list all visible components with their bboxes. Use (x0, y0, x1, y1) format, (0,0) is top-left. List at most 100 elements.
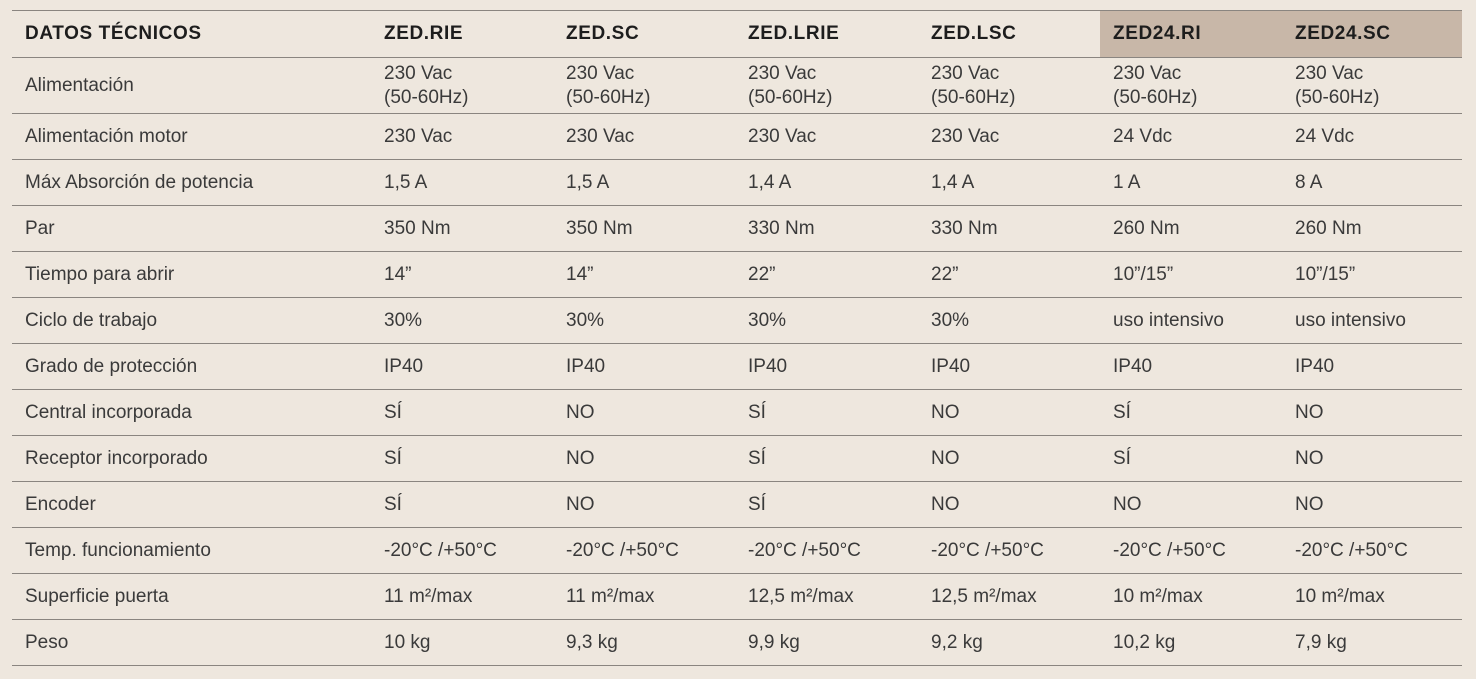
row-label: Ciclo de trabajo (12, 297, 371, 344)
row-label: Tiempo para abrir (12, 251, 371, 298)
row-label: Grado de protección (12, 343, 371, 390)
table-cell: IP40 (1282, 343, 1462, 390)
header-zed24-ri: ZED24.RI (1100, 10, 1282, 58)
cell-line: (50-60Hz) (384, 86, 469, 108)
table-cell: SÍ (1100, 389, 1282, 436)
table-cell: NO (553, 481, 735, 528)
table-cell: SÍ (371, 389, 553, 436)
table-cell: 1,4 A (918, 159, 1100, 206)
table-cell: NO (1100, 481, 1282, 528)
cell-line: 230 Vac (931, 62, 1000, 84)
table-row: Peso 10 kg 9,3 kg 9,9 kg 9,2 kg 10,2 kg … (12, 619, 1462, 666)
header-zed24-sc: ZED24.SC (1282, 10, 1462, 58)
row-label: Superficie puerta (12, 573, 371, 620)
table-cell: 10”/15” (1100, 251, 1282, 298)
table-cell: 230 Vac (50-60Hz) (553, 57, 735, 114)
table-cell: -20°C /+50°C (1100, 527, 1282, 574)
table-cell: 260 Nm (1100, 205, 1282, 252)
table-cell: NO (918, 389, 1100, 436)
table-cell: 10 kg (371, 619, 553, 666)
cell-line: 230 Vac (748, 62, 817, 84)
table-cell: -20°C /+50°C (735, 527, 918, 574)
table-row: Máx Absorción de potencia 1,5 A 1,5 A 1,… (12, 159, 1462, 206)
specs-table: DATOS TÉCNICOS ZED.RIE ZED.SC ZED.LRIE Z… (12, 10, 1462, 666)
cell-line: 230 Vac (1113, 62, 1182, 84)
table-cell: 1 A (1100, 159, 1282, 206)
table-cell: 1,5 A (553, 159, 735, 206)
table-cell: -20°C /+50°C (553, 527, 735, 574)
table-cell: 14” (371, 251, 553, 298)
cell-line: 230 Vac (384, 62, 453, 84)
table-cell: 11 m²/max (553, 573, 735, 620)
table-cell: IP40 (371, 343, 553, 390)
table-cell: 30% (553, 297, 735, 344)
table-cell: 10”/15” (1282, 251, 1462, 298)
table-cell: uso intensivo (1100, 297, 1282, 344)
table-cell: NO (553, 389, 735, 436)
table-cell: IP40 (918, 343, 1100, 390)
table-cell: 350 Nm (553, 205, 735, 252)
table-cell: 10 m²/max (1282, 573, 1462, 620)
table-cell: 22” (918, 251, 1100, 298)
table-cell: SÍ (735, 389, 918, 436)
table-cell: 30% (735, 297, 918, 344)
table-row: Superficie puerta 11 m²/max 11 m²/max 12… (12, 573, 1462, 620)
header-zed-lsc: ZED.LSC (918, 10, 1100, 58)
table-cell: NO (1282, 481, 1462, 528)
table-cell: 30% (371, 297, 553, 344)
row-label: Alimentación motor (12, 113, 371, 160)
header-zed-sc: ZED.SC (553, 10, 735, 58)
table-cell: NO (1282, 389, 1462, 436)
row-label: Par (12, 205, 371, 252)
table-cell: 230 Vac (50-60Hz) (918, 57, 1100, 114)
table-cell: SÍ (371, 435, 553, 482)
table-cell: SÍ (735, 481, 918, 528)
table-cell: uso intensivo (1282, 297, 1462, 344)
table-cell: 230 Vac (735, 113, 918, 160)
table-cell: SÍ (1100, 435, 1282, 482)
table-cell: SÍ (735, 435, 918, 482)
header-datos-tecnicos: DATOS TÉCNICOS (12, 10, 371, 58)
table-cell: 7,9 kg (1282, 619, 1462, 666)
table-cell: 11 m²/max (371, 573, 553, 620)
row-label: Receptor incorporado (12, 435, 371, 482)
table-cell: 9,2 kg (918, 619, 1100, 666)
table-row: Par 350 Nm 350 Nm 330 Nm 330 Nm 260 Nm 2… (12, 205, 1462, 252)
table-cell: NO (918, 481, 1100, 528)
row-label: Encoder (12, 481, 371, 528)
table-cell: 10,2 kg (1100, 619, 1282, 666)
table-cell: 330 Nm (918, 205, 1100, 252)
row-label: Alimentación (12, 57, 371, 114)
cell-line: 230 Vac (566, 62, 635, 84)
table-cell: 230 Vac (50-60Hz) (1282, 57, 1462, 114)
table-cell: 1,4 A (735, 159, 918, 206)
table-cell: 230 Vac (50-60Hz) (735, 57, 918, 114)
table-cell: 230 Vac (371, 113, 553, 160)
cell-line: (50-60Hz) (748, 86, 833, 108)
table-cell: IP40 (1100, 343, 1282, 390)
technical-data-sheet: DATOS TÉCNICOS ZED.RIE ZED.SC ZED.LRIE Z… (12, 10, 1462, 666)
table-cell: 30% (918, 297, 1100, 344)
cell-line: (50-60Hz) (931, 86, 1016, 108)
table-cell: 230 Vac (50-60Hz) (1100, 57, 1282, 114)
header-row: DATOS TÉCNICOS ZED.RIE ZED.SC ZED.LRIE Z… (12, 10, 1462, 58)
table-cell: 8 A (1282, 159, 1462, 206)
table-cell: IP40 (735, 343, 918, 390)
header-zed-rie: ZED.RIE (371, 10, 553, 58)
table-cell: -20°C /+50°C (371, 527, 553, 574)
table-cell: -20°C /+50°C (918, 527, 1100, 574)
row-label: Temp. funcionamiento (12, 527, 371, 574)
table-row: Central incorporada SÍ NO SÍ NO SÍ NO (12, 389, 1462, 436)
table-cell: -20°C /+50°C (1282, 527, 1462, 574)
table-cell: 1,5 A (371, 159, 553, 206)
table-cell: 12,5 m²/max (735, 573, 918, 620)
header-zed-lrie: ZED.LRIE (735, 10, 918, 58)
table-cell: NO (918, 435, 1100, 482)
cell-line: (50-60Hz) (566, 86, 651, 108)
table-cell: 22” (735, 251, 918, 298)
table-cell: 230 Vac (50-60Hz) (371, 57, 553, 114)
row-label: Central incorporada (12, 389, 371, 436)
table-cell: SÍ (371, 481, 553, 528)
table-row: Encoder SÍ NO SÍ NO NO NO (12, 481, 1462, 528)
cell-line: 230 Vac (1295, 62, 1364, 84)
